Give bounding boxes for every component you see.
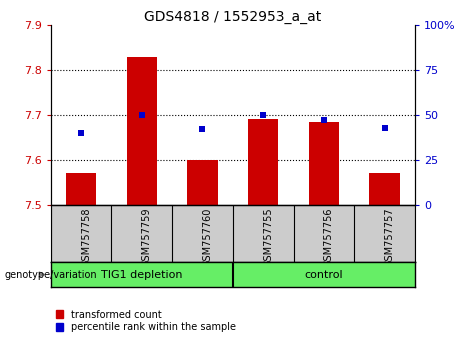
Point	[199, 127, 206, 132]
Bar	[248, 120, 278, 205]
Point	[320, 118, 327, 123]
Text: control: control	[305, 269, 343, 280]
Text: GSM757758: GSM757758	[81, 208, 91, 267]
Bar	[127, 57, 157, 205]
Text: TIG1 depletion: TIG1 depletion	[101, 269, 183, 280]
Point	[381, 125, 388, 130]
Bar	[187, 160, 218, 205]
Title: GDS4818 / 1552953_a_at: GDS4818 / 1552953_a_at	[144, 10, 321, 24]
Text: GSM757755: GSM757755	[263, 208, 273, 268]
Text: GSM757756: GSM757756	[324, 208, 334, 267]
Text: GSM757759: GSM757759	[142, 208, 152, 267]
Bar	[66, 173, 96, 205]
Point	[77, 130, 85, 136]
Bar	[369, 173, 400, 205]
Text: GSM757757: GSM757757	[384, 208, 395, 268]
Legend: transformed count, percentile rank within the sample: transformed count, percentile rank withi…	[56, 309, 236, 332]
Point	[138, 112, 145, 118]
Point	[260, 112, 267, 118]
Text: GSM757760: GSM757760	[202, 208, 213, 267]
Bar	[309, 122, 339, 205]
Text: genotype/variation: genotype/variation	[5, 269, 97, 280]
